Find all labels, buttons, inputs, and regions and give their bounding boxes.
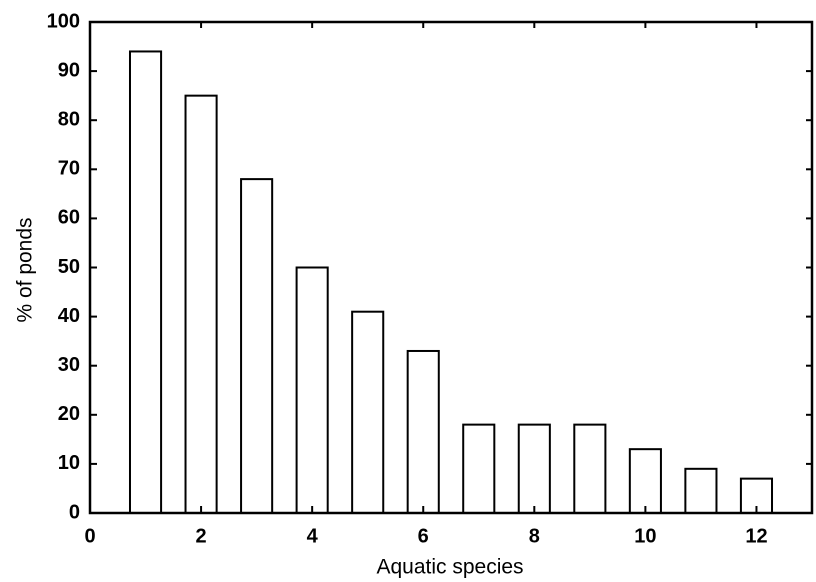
x-axis-label: Aquatic species — [376, 556, 523, 579]
x-tick-label: 12 — [745, 525, 767, 547]
y-tick-label: 50 — [58, 256, 80, 278]
bar — [406, 349, 440, 514]
y-tick-label: 40 — [58, 305, 80, 327]
y-tick-label: 20 — [58, 403, 80, 425]
bar — [351, 310, 385, 514]
bar — [628, 448, 662, 515]
bar — [240, 178, 274, 514]
y-tick-label: 0 — [69, 501, 80, 523]
y-tick-label: 60 — [58, 207, 80, 229]
bar — [517, 423, 551, 514]
x-tick-label: 8 — [529, 525, 540, 547]
y-tick-label: 100 — [47, 10, 80, 32]
y-tick-label: 70 — [58, 158, 80, 180]
y-tick-label: 10 — [58, 452, 80, 474]
y-axis-label: % of ponds — [14, 217, 37, 322]
bar — [295, 266, 329, 514]
x-tick-label: 0 — [84, 525, 95, 547]
bar — [128, 50, 163, 515]
x-tick-label: 10 — [634, 525, 656, 547]
y-tick-label: 80 — [58, 108, 80, 130]
bar — [462, 423, 496, 514]
bar — [684, 467, 718, 514]
x-tick-label: 2 — [196, 525, 207, 547]
y-tick-label: 90 — [58, 59, 80, 81]
x-tick-label: 6 — [418, 525, 429, 547]
y-tick-label: 30 — [58, 354, 80, 376]
bar — [573, 423, 607, 514]
x-tick-label: 4 — [307, 525, 319, 547]
bar — [184, 94, 218, 515]
